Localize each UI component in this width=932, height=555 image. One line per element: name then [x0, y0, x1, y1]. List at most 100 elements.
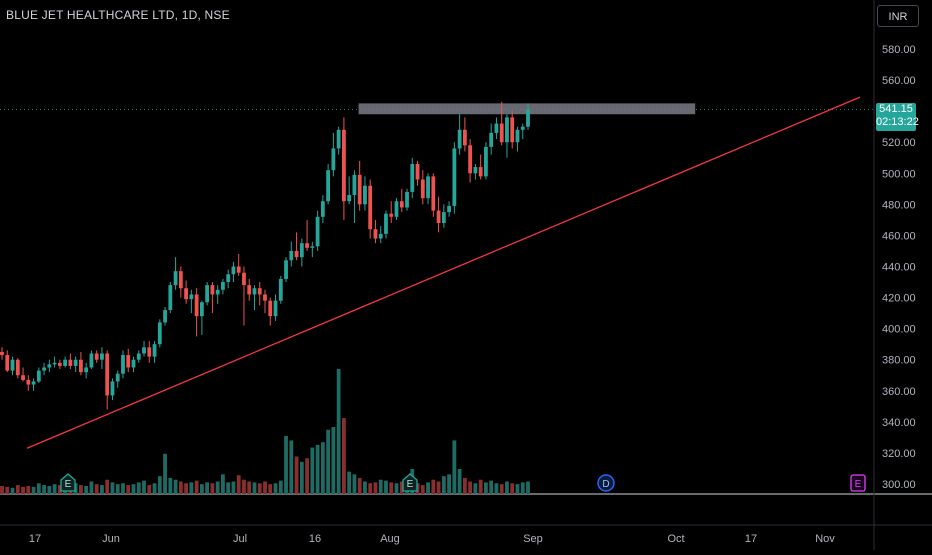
candle-body[interactable]: [320, 201, 325, 217]
candle-body[interactable]: [363, 185, 367, 205]
candle-body[interactable]: [210, 285, 215, 295]
candle-body[interactable]: [441, 212, 446, 223]
candle-body[interactable]: [284, 260, 288, 279]
candle-body[interactable]: [163, 310, 167, 323]
candle-body[interactable]: [273, 300, 278, 317]
candle-body[interactable]: [31, 381, 36, 385]
candle-body[interactable]: [168, 285, 173, 310]
candle-body[interactable]: [452, 148, 457, 206]
candle-body[interactable]: [405, 191, 409, 208]
candle-body[interactable]: [299, 243, 304, 258]
candle-body[interactable]: [462, 129, 467, 146]
candle-body[interactable]: [63, 359, 68, 366]
candle-body[interactable]: [478, 167, 483, 177]
candle-body[interactable]: [436, 210, 441, 223]
candle-body[interactable]: [352, 174, 357, 196]
trendline[interactable]: [26, 96, 861, 449]
candle-body[interactable]: [152, 344, 157, 357]
candle-body[interactable]: [484, 146, 488, 177]
candle-body[interactable]: [73, 359, 78, 366]
candle-body[interactable]: [342, 129, 346, 202]
candle-body[interactable]: [199, 302, 204, 317]
candle-body[interactable]: [10, 359, 15, 371]
candle-body[interactable]: [426, 176, 430, 199]
candle-body[interactable]: [173, 271, 178, 286]
candle-body[interactable]: [315, 216, 320, 247]
candle-body[interactable]: [278, 278, 283, 301]
candle-body[interactable]: [42, 367, 46, 371]
candle-body[interactable]: [289, 250, 294, 261]
candle-body[interactable]: [121, 355, 125, 374]
candle-body[interactable]: [94, 353, 99, 360]
candle-body[interactable]: [410, 163, 415, 192]
candle-body[interactable]: [368, 185, 373, 230]
candle-body[interactable]: [373, 229, 378, 239]
symbol-title[interactable]: BLUE JET HEALTHCARE LTD, 1D, NSE: [6, 8, 230, 22]
candle-body[interactable]: [242, 272, 246, 286]
candle-body[interactable]: [5, 355, 10, 371]
candle-body[interactable]: [415, 163, 420, 180]
candle-body[interactable]: [389, 213, 394, 217]
earnings-marker[interactable]: [60, 473, 76, 492]
earnings-marker[interactable]: [402, 473, 418, 492]
candle-body[interactable]: [184, 288, 188, 300]
candle-body[interactable]: [378, 233, 383, 239]
candle-body[interactable]: [84, 367, 89, 373]
candle-body[interactable]: [21, 375, 25, 380]
candle-body[interactable]: [515, 129, 520, 143]
candle-body[interactable]: [310, 246, 315, 248]
candle-body[interactable]: [147, 347, 152, 357]
candle-body[interactable]: [205, 285, 210, 303]
candle-body[interactable]: [520, 126, 525, 130]
currency-button[interactable]: INR: [877, 5, 919, 27]
candle-body[interactable]: [189, 294, 194, 300]
candle-body[interactable]: [357, 174, 362, 205]
candle-body[interactable]: [136, 353, 141, 360]
candle-body[interactable]: [326, 170, 331, 202]
dividend-marker[interactable]: [597, 474, 615, 492]
candle-body[interactable]: [36, 370, 41, 382]
candle-body[interactable]: [105, 353, 110, 396]
candle-body[interactable]: [142, 347, 146, 354]
candle-body[interactable]: [52, 362, 57, 365]
earnings-marker[interactable]: [850, 474, 866, 492]
candle-body[interactable]: [231, 266, 236, 275]
candle-body[interactable]: [431, 176, 436, 211]
candle-body[interactable]: [468, 145, 473, 174]
candle-body[interactable]: [399, 201, 404, 208]
candle-body[interactable]: [305, 243, 309, 248]
candle-body[interactable]: [57, 362, 62, 366]
candle-body[interactable]: [178, 271, 183, 289]
candle-body[interactable]: [384, 213, 388, 234]
candle-body[interactable]: [68, 359, 73, 366]
candle-body[interactable]: [89, 353, 94, 368]
candle-body[interactable]: [257, 288, 262, 295]
candle-body[interactable]: [26, 379, 31, 385]
candle-body[interactable]: [79, 359, 83, 373]
candle-body[interactable]: [110, 381, 115, 396]
candle-body[interactable]: [263, 294, 267, 301]
candle-body[interactable]: [126, 355, 131, 368]
candle-body[interactable]: [294, 250, 299, 258]
candle-body[interactable]: [15, 359, 20, 376]
candle-body[interactable]: [221, 282, 225, 290]
candle-body[interactable]: [268, 300, 273, 317]
candle-body[interactable]: [0, 351, 4, 356]
candle-body[interactable]: [526, 109, 530, 127]
candle-body[interactable]: [247, 285, 252, 295]
candle-body[interactable]: [226, 274, 231, 283]
candle-body[interactable]: [194, 294, 199, 317]
candle-body[interactable]: [494, 123, 499, 133]
candle-body[interactable]: [420, 179, 425, 199]
candle-body[interactable]: [47, 364, 52, 368]
candle-body[interactable]: [473, 167, 478, 174]
candle-body[interactable]: [236, 266, 241, 273]
candle-body[interactable]: [505, 117, 509, 143]
candle-body[interactable]: [394, 201, 399, 217]
candle-body[interactable]: [115, 373, 120, 382]
candle-body[interactable]: [489, 132, 494, 147]
resistance-zone[interactable]: [358, 103, 696, 115]
candle-body[interactable]: [457, 129, 462, 149]
